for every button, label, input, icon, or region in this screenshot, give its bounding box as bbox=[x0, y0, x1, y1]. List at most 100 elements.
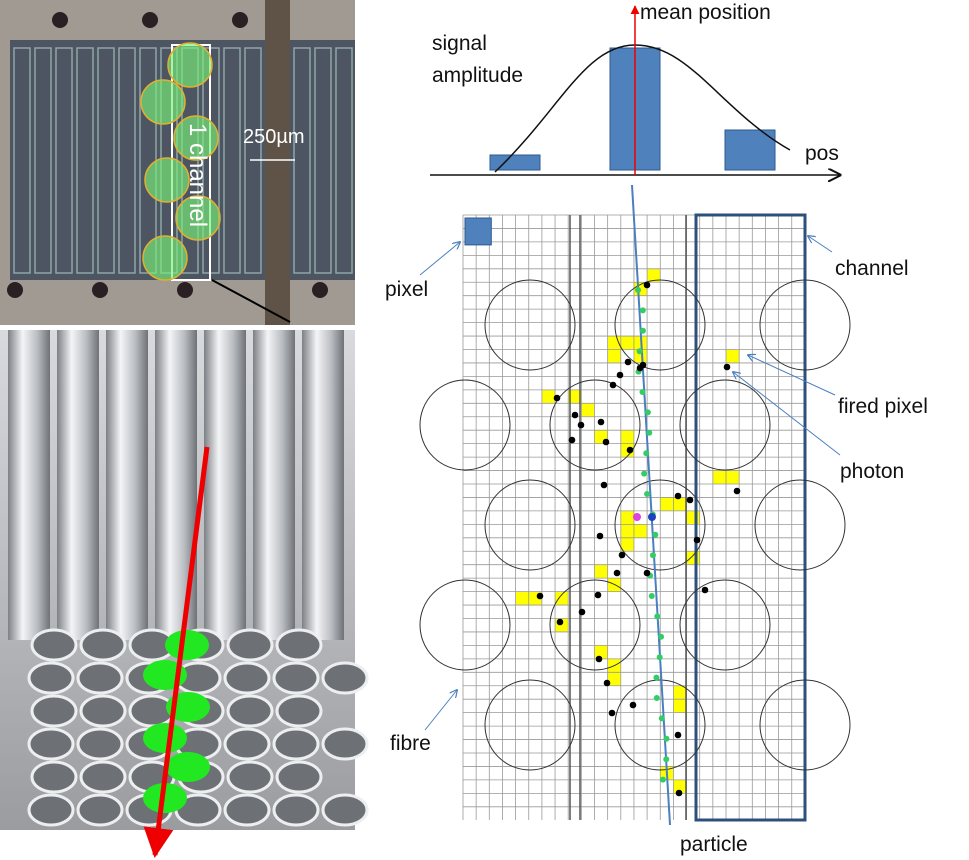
fibre-end bbox=[277, 696, 321, 726]
photon bbox=[619, 552, 626, 559]
y-label: amplitude bbox=[432, 64, 523, 87]
photon bbox=[734, 488, 741, 495]
photon-hit bbox=[659, 715, 665, 721]
photon bbox=[687, 497, 694, 504]
x-label: pos bbox=[805, 142, 839, 165]
photon bbox=[637, 365, 644, 372]
fired-pixel bbox=[542, 390, 555, 403]
fibre-tube bbox=[106, 330, 148, 640]
fibre-end bbox=[228, 630, 272, 660]
fired-pixel bbox=[621, 336, 634, 349]
fired-pixel bbox=[713, 471, 726, 484]
sipm-photo: 1 channel 250µm bbox=[0, 0, 355, 325]
fibre-end bbox=[225, 795, 269, 825]
photon bbox=[702, 587, 709, 594]
y-label: signal bbox=[432, 32, 487, 55]
fired-pixel bbox=[555, 592, 568, 605]
photon bbox=[557, 619, 564, 626]
fibre-end bbox=[32, 762, 76, 792]
figure: 1 channel 250µm mean position signal amp… bbox=[0, 0, 969, 860]
photon-hit bbox=[660, 777, 666, 783]
fibre-circle bbox=[420, 380, 510, 470]
photon bbox=[579, 609, 586, 616]
fibre-end bbox=[228, 696, 272, 726]
fibre-circle bbox=[141, 80, 185, 124]
photon bbox=[603, 439, 610, 446]
fired-pixel bbox=[621, 524, 634, 537]
fibre-tube bbox=[302, 330, 344, 640]
photon-hit bbox=[649, 593, 655, 599]
fired-pixel bbox=[726, 471, 739, 484]
photon-hit bbox=[654, 695, 660, 701]
fibre-end bbox=[277, 630, 321, 660]
fibre-circle bbox=[755, 480, 845, 570]
photon-hit bbox=[640, 328, 646, 334]
fibre-end bbox=[81, 762, 125, 792]
photon bbox=[625, 359, 632, 366]
photon bbox=[595, 592, 602, 599]
photon-hit bbox=[643, 450, 649, 456]
channel-box bbox=[696, 215, 805, 820]
fibre-circle bbox=[420, 580, 510, 670]
fibre-circle bbox=[680, 580, 770, 670]
photon-hit bbox=[653, 675, 659, 681]
fired-pixel bbox=[634, 524, 647, 537]
scale-label: 250µm bbox=[243, 126, 305, 148]
photon-hit bbox=[663, 756, 669, 762]
photon bbox=[569, 437, 576, 444]
photon bbox=[578, 422, 585, 429]
fibre-circle bbox=[168, 43, 212, 87]
hit-marker bbox=[633, 513, 641, 521]
bond-pad bbox=[312, 282, 328, 298]
fibre-end bbox=[323, 795, 367, 825]
photon bbox=[554, 395, 561, 402]
pointer bbox=[808, 236, 832, 252]
fibre-end bbox=[274, 729, 318, 759]
fibre-tube bbox=[57, 330, 99, 640]
fibre-end bbox=[29, 795, 73, 825]
fired-pixel bbox=[516, 592, 529, 605]
bar bbox=[490, 155, 540, 170]
fired-pixel bbox=[673, 699, 686, 712]
fibre-end bbox=[78, 795, 122, 825]
photon-hit bbox=[639, 389, 645, 395]
pixel-example bbox=[465, 218, 491, 245]
fired-fibre bbox=[166, 752, 210, 782]
gap bbox=[265, 0, 290, 325]
fibre-tube bbox=[8, 330, 50, 640]
photon bbox=[596, 656, 603, 663]
channel-label: channel bbox=[835, 257, 909, 280]
fired-pixel-label: fired pixel bbox=[838, 395, 928, 418]
fibre-end bbox=[323, 729, 367, 759]
fired-fibre bbox=[143, 723, 187, 753]
fired-pixel bbox=[660, 497, 673, 510]
photon bbox=[694, 537, 701, 544]
pixel-label: pixel bbox=[385, 278, 428, 301]
photon-hit bbox=[663, 736, 669, 742]
photon bbox=[598, 419, 605, 426]
fibre-end bbox=[228, 762, 272, 792]
fibre-end bbox=[274, 663, 318, 693]
photon-hit bbox=[646, 430, 652, 436]
fibre-end bbox=[277, 762, 321, 792]
hit-marker bbox=[648, 513, 656, 521]
bond-pad bbox=[142, 12, 158, 28]
histogram: mean position signal amplitude pos bbox=[430, 1, 840, 175]
fibre-end bbox=[29, 729, 73, 759]
photon-hit bbox=[635, 287, 641, 293]
fired-pixel bbox=[726, 350, 739, 363]
fibre-end bbox=[32, 630, 76, 660]
photon bbox=[609, 710, 616, 717]
photon bbox=[604, 680, 611, 687]
fibre-end bbox=[78, 729, 122, 759]
bond-pad bbox=[177, 282, 193, 298]
fired-pixel bbox=[621, 538, 634, 551]
photon bbox=[617, 372, 624, 379]
photon-hit bbox=[644, 491, 650, 497]
fired-pixel bbox=[621, 511, 634, 524]
photon-hit bbox=[650, 552, 656, 558]
hist-title: mean position bbox=[640, 1, 771, 24]
photon bbox=[630, 702, 637, 709]
fibre-tubes bbox=[8, 330, 344, 640]
fired-pixel bbox=[595, 565, 608, 578]
